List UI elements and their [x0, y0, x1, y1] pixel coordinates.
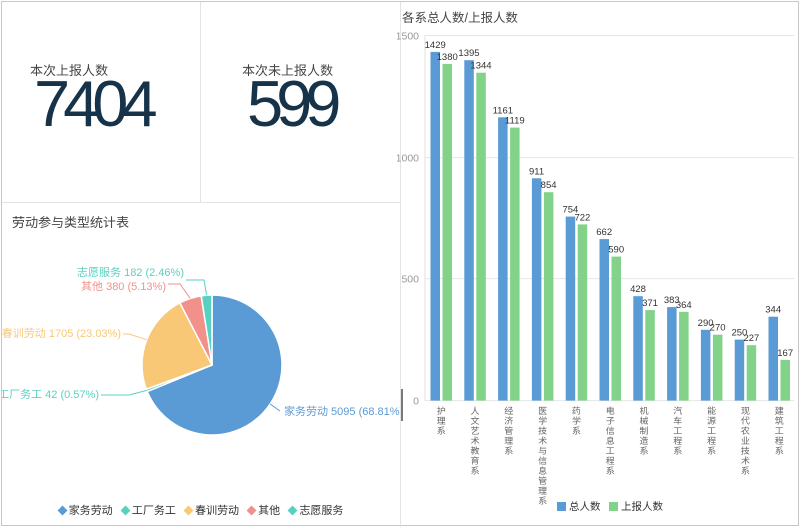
svg-text:汽车工程系: 汽车工程系 [673, 406, 682, 456]
svg-text:总人数: 总人数 [569, 501, 601, 513]
svg-text:371: 371 [642, 298, 658, 309]
svg-text:1429: 1429 [425, 40, 446, 51]
svg-text:500: 500 [401, 274, 419, 286]
svg-text:工厂务工 42 (0.57%): 工厂务工 42 (0.57%) [2, 388, 99, 401]
svg-text:经济管理系: 经济管理系 [504, 406, 514, 456]
svg-text:机械制造系: 机械制造系 [639, 406, 648, 456]
svg-text:志愿服务 182 (2.46%): 志愿服务 182 (2.46%) [77, 266, 184, 279]
svg-text:人文艺术教育系: 人文艺术教育系 [470, 406, 479, 476]
svg-text:家务劳动 5095 (68.81%): 家务劳动 5095 (68.81%) [284, 405, 400, 418]
svg-text:现代农业技术系: 现代农业技术系 [741, 406, 750, 476]
svg-text:1000: 1000 [397, 153, 419, 165]
svg-text:590: 590 [608, 245, 624, 256]
svg-text:1395: 1395 [458, 48, 479, 59]
svg-text:医学技术与信息管理系: 医学技术与信息管理系 [538, 406, 547, 506]
svg-text:能源工程系: 能源工程系 [707, 405, 716, 456]
svg-text:428: 428 [630, 284, 646, 295]
svg-text:其他 380 (5.13%): 其他 380 (5.13%) [81, 281, 166, 293]
svg-text:227: 227 [743, 333, 759, 344]
svg-text:1380: 1380 [437, 52, 458, 63]
svg-text:364: 364 [676, 300, 692, 311]
svg-text:电子信息工程系: 电子信息工程系 [606, 406, 615, 476]
svg-text:911: 911 [529, 166, 544, 177]
svg-text:1344: 1344 [470, 61, 491, 72]
svg-text:上报人数: 上报人数 [621, 501, 663, 513]
svg-text:270: 270 [710, 323, 726, 334]
svg-text:春训劳动 1705 (23.03%): 春训劳动 1705 (23.03%) [2, 327, 121, 340]
svg-text:建筑工程系: 建筑工程系 [775, 406, 784, 456]
svg-text:1500: 1500 [397, 31, 419, 43]
svg-text:722: 722 [574, 212, 590, 223]
svg-text:护理系: 护理系 [437, 406, 446, 436]
svg-text:344: 344 [765, 305, 781, 316]
svg-text:1119: 1119 [505, 116, 525, 127]
svg-text:662: 662 [596, 227, 612, 238]
svg-text:各系总人数/上报人数: 各系总人数/上报人数 [402, 11, 518, 25]
svg-text:0: 0 [413, 396, 419, 408]
svg-text:药学系: 药学系 [572, 406, 581, 436]
svg-text:167: 167 [777, 348, 793, 359]
svg-text:854: 854 [541, 180, 557, 191]
